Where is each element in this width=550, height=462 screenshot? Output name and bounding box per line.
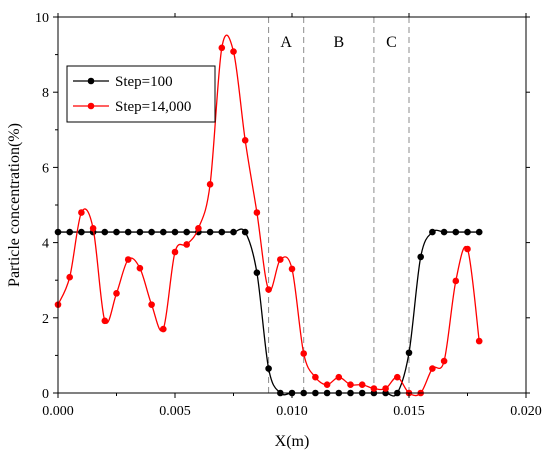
data-point: [113, 290, 120, 297]
data-point: [136, 264, 144, 272]
data-point: [370, 385, 378, 392]
data-point: [417, 253, 425, 261]
data-point: [253, 209, 261, 216]
data-point: [101, 228, 109, 236]
x-axis-title: X(m): [275, 433, 310, 450]
regions-layer: A B C: [268, 17, 410, 393]
data-point: [241, 228, 249, 236]
data-point: [394, 373, 401, 381]
data-point: [475, 228, 483, 236]
data-point: [160, 325, 167, 333]
data-point: [113, 228, 120, 236]
data-point: [300, 350, 308, 357]
data-point: [475, 337, 483, 345]
data-point: [312, 373, 319, 381]
data-point: [464, 245, 471, 253]
y-tick-label: 10: [35, 11, 49, 26]
data-point: [382, 385, 389, 392]
data-point: [265, 365, 272, 372]
data-point: [347, 381, 354, 389]
data-point: [452, 277, 460, 285]
data-point: [323, 381, 331, 389]
data-point: [206, 181, 214, 188]
data-point: [230, 48, 237, 55]
data-point: [429, 365, 436, 372]
data-point: [124, 256, 132, 263]
data-point: [89, 225, 97, 232]
data-point: [171, 248, 179, 256]
data-point: [148, 301, 155, 308]
data-point: [148, 228, 155, 236]
data-point: [452, 228, 460, 236]
data-point: [218, 44, 226, 52]
data-point: [265, 286, 272, 293]
legend-label: Step=100: [115, 74, 173, 90]
legend-marker: [87, 102, 95, 110]
x-tick-label: 0.015: [393, 404, 425, 419]
data-point: [277, 256, 284, 263]
y-axis-title: Particle concentration(%): [6, 123, 23, 287]
data-point: [230, 228, 237, 236]
y-tick-label: 0: [42, 387, 49, 402]
data-point: [218, 228, 226, 236]
y-tick-label: 2: [42, 312, 49, 327]
data-point: [66, 273, 73, 281]
data-point: [241, 137, 249, 144]
data-point: [124, 228, 132, 236]
region-label-c: C: [386, 34, 397, 51]
data-point: [464, 228, 471, 236]
data-point: [206, 228, 214, 236]
x-tick-label: 0.010: [276, 404, 308, 419]
x-tick-label: 0.005: [159, 404, 191, 419]
data-point: [78, 228, 85, 236]
data-point: [195, 225, 202, 232]
data-point: [78, 209, 85, 216]
data-point: [101, 317, 109, 325]
data-point: [171, 228, 179, 236]
y-tick-label: 6: [42, 161, 49, 176]
data-point: [405, 349, 413, 357]
data-point: [66, 228, 73, 236]
y-tick-label: 8: [42, 86, 49, 101]
data-point: [183, 241, 190, 248]
legend-marker: [87, 77, 95, 85]
data-point: [440, 357, 448, 365]
legend-label: Step=14,000: [115, 99, 191, 115]
data-point: [136, 228, 144, 236]
legend: Step=100 Step=14,000: [66, 65, 216, 123]
legend-box: [66, 65, 216, 123]
data-point: [183, 228, 190, 236]
x-tick-label: 0.020: [510, 404, 542, 419]
data-point: [358, 381, 366, 389]
data-point: [253, 269, 261, 276]
data-point: [429, 228, 436, 236]
data-point: [160, 228, 167, 236]
x-tick-label: 0.000: [42, 404, 74, 419]
data-point: [288, 265, 296, 273]
region-label-a: A: [280, 34, 292, 51]
data-point: [335, 373, 343, 381]
region-label-b: B: [333, 34, 344, 51]
y-tick-label: 4: [42, 237, 49, 252]
axes-layer: 0.000 0.005 0.010 0.015 0.020 0 2 4 6 8 10: [35, 11, 542, 419]
data-point: [440, 228, 448, 236]
